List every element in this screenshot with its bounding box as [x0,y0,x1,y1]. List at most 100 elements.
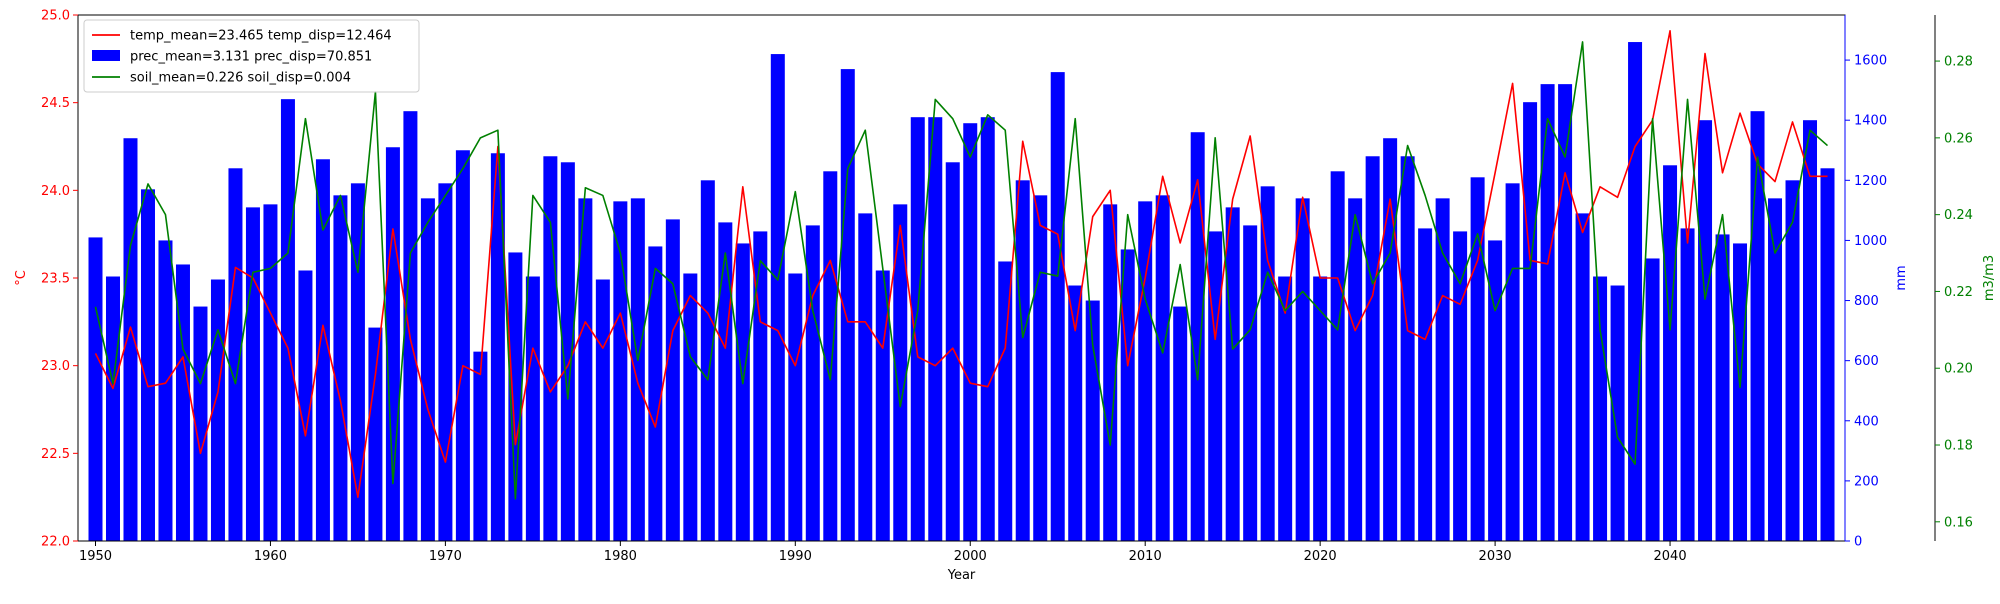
prec-tick-label: 600 [1854,354,1879,369]
prec-tick-label: 800 [1854,294,1879,309]
soil-tick-label: 0.20 [1944,362,1973,377]
bar-2025 [1400,156,1415,541]
bar-1958 [228,168,243,542]
bar-1955 [175,264,190,541]
bar-2016 [1243,225,1258,541]
legend-swatch-prec [92,50,120,61]
x-tick-label: 1970 [429,549,462,564]
bar-1977 [560,162,575,541]
bar-2018 [1278,276,1293,541]
bar-1985 [700,180,715,541]
prec-tick-label: 1400 [1854,114,1887,129]
legend-label-prec: prec_mean=3.131 prec_disp=70.851 [130,50,372,65]
bar-1960 [263,204,278,542]
bar-1990 [788,273,803,541]
temp-tick-label: 23.0 [41,359,70,374]
prec-axis-label: mm [1894,265,1909,290]
bar-2048 [1803,120,1818,541]
bar-2046 [1768,198,1783,541]
bar-2044 [1733,243,1748,541]
temp-axis-label: °C [14,270,29,286]
bar-2030 [1488,240,1503,541]
bar-1998 [928,117,943,541]
bar-2014 [1208,231,1223,541]
bar-2027 [1435,198,1450,541]
bar-2031 [1505,183,1520,541]
x-tick-label: 1990 [779,549,812,564]
bar-1983 [665,219,680,541]
bar-2042 [1698,120,1713,541]
bar-2001 [980,117,995,541]
bar-1975 [525,276,540,541]
bar-1991 [805,225,820,541]
soil-tick-label: 0.16 [1944,515,1973,530]
temp-tick-label: 22.0 [41,535,70,550]
bar-1999 [945,162,960,541]
bar-1963 [315,159,330,541]
precipitation-bars [88,42,1835,542]
bar-1987 [735,243,750,541]
x-tick-label: 2000 [954,549,987,564]
bar-2047 [1785,180,1800,541]
bar-2028 [1453,231,1468,541]
bar-1959 [245,207,260,541]
bar-2012 [1173,306,1188,541]
x-tick-label: 2010 [1129,549,1162,564]
legend-label-soil: soil_mean=0.226 soil_disp=0.004 [130,71,351,86]
x-tick-label: 2020 [1304,549,1337,564]
bar-1953 [140,189,155,541]
bar-2017 [1260,186,1275,541]
bar-1981 [630,198,645,541]
bar-1950 [88,237,103,542]
soil-tick-label: 0.24 [1944,208,1973,223]
bar-1997 [910,117,925,541]
bar-2019 [1295,198,1310,541]
soil-axis-label: m3/m3 [1982,255,1997,301]
bar-1968 [403,111,418,542]
temp-tick-label: 24.0 [41,184,70,199]
bar-1996 [893,204,908,542]
bar-2024 [1383,138,1398,542]
bar-2032 [1523,102,1538,542]
bar-2013 [1190,132,1205,541]
temp-tick-label: 23.5 [41,272,70,287]
bar-1978 [578,198,593,541]
bar-1970 [438,183,453,541]
bar-2036 [1593,276,1608,541]
prec-tick-label: 0 [1854,535,1862,550]
prec-tick-label: 1200 [1854,174,1887,189]
bar-1984 [683,273,698,541]
bar-2034 [1558,84,1573,541]
x-tick-label: 2030 [1479,549,1512,564]
soil-tick-label: 0.22 [1944,285,1973,300]
soil-tick-label: 0.26 [1944,131,1973,146]
bar-1954 [158,240,173,541]
soil-tick-label: 0.28 [1944,55,1973,70]
temp-tick-label: 25.0 [41,9,70,24]
bar-1974 [508,252,523,541]
bar-1995 [875,270,890,541]
bar-2035 [1575,213,1590,541]
bar-1992 [823,171,838,542]
bar-2011 [1155,195,1170,541]
legend-label-temp: temp_mean=23.465 temp_disp=12.464 [130,29,392,44]
bar-1973 [490,153,505,541]
prec-tick-label: 400 [1854,414,1879,429]
temp-tick-label: 22.5 [41,447,70,462]
bar-2026 [1418,228,1433,541]
bar-2005 [1050,72,1065,542]
bar-1962 [298,270,313,541]
bar-1993 [840,69,855,541]
bar-2008 [1103,204,1118,542]
bar-2038 [1628,42,1643,542]
bar-1961 [280,99,295,541]
prec-tick-label: 1600 [1854,54,1887,69]
bar-2002 [998,261,1013,541]
bar-1994 [858,213,873,541]
bar-2040 [1663,165,1678,542]
bar-1989 [770,54,785,541]
legend-box [83,19,420,93]
bar-2000 [963,123,978,542]
